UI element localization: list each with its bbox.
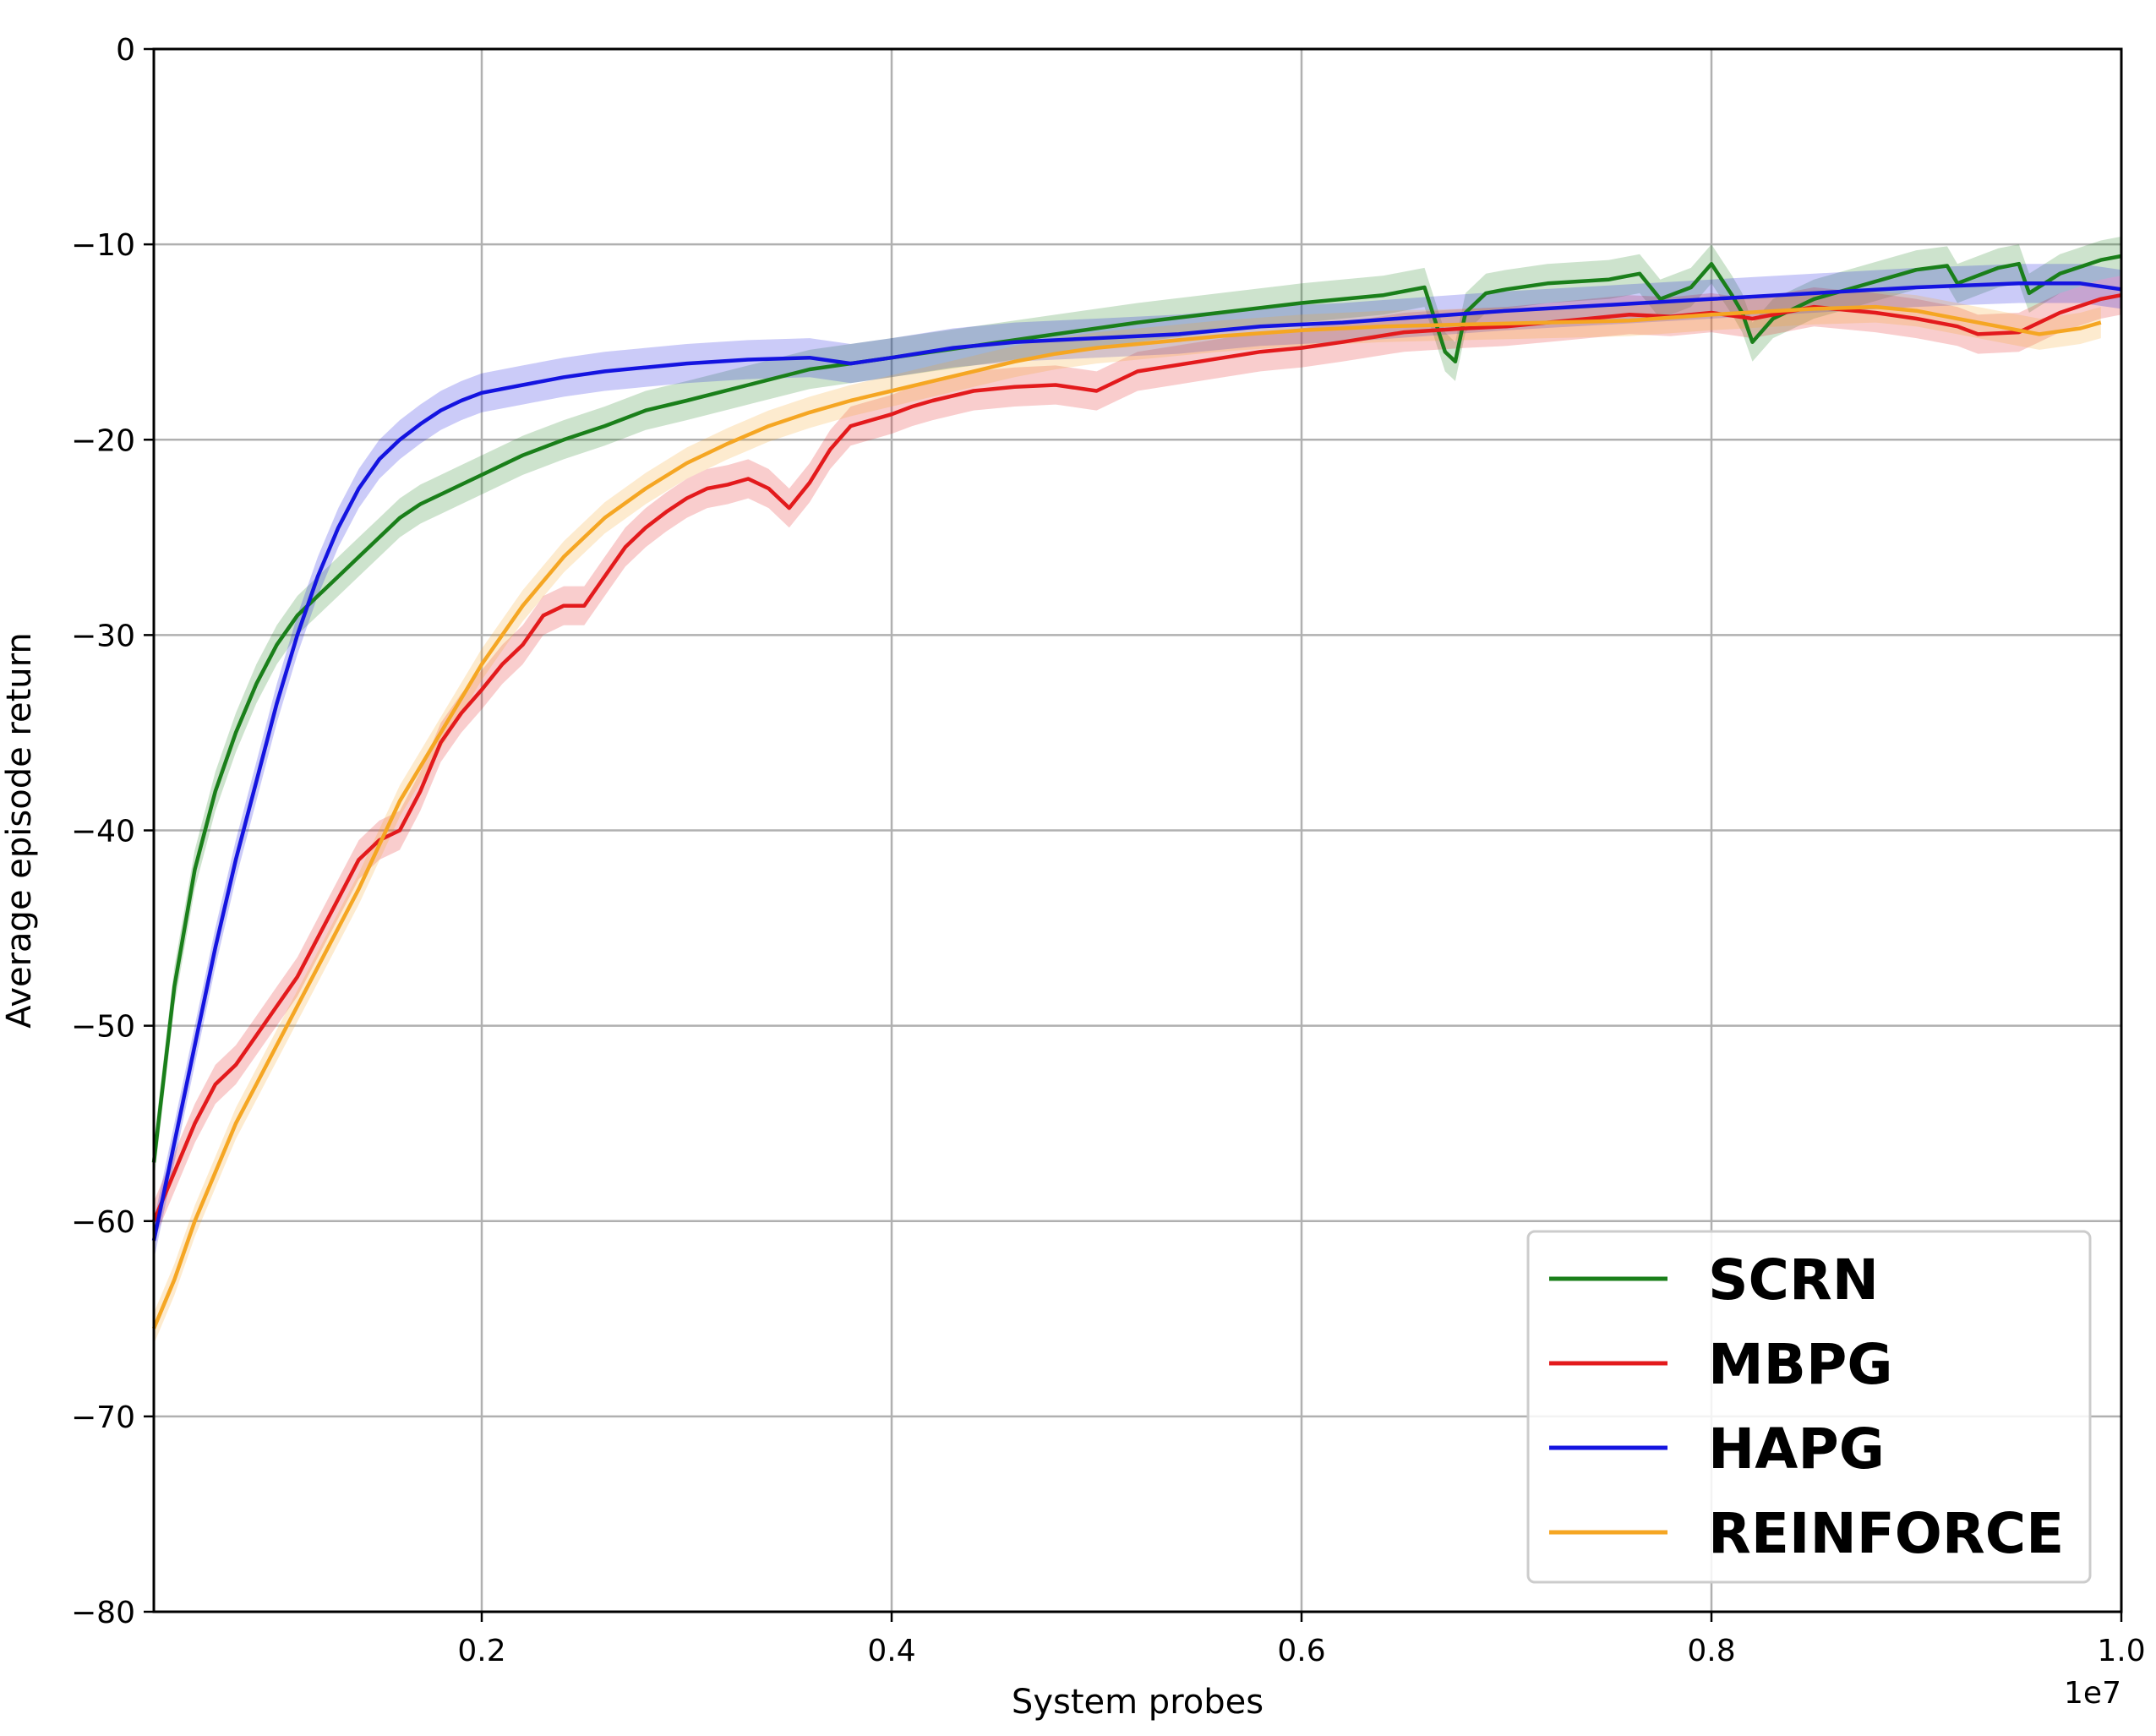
y-tick-label: −10: [71, 228, 135, 263]
x-tick-label: 1.0: [2097, 1634, 2145, 1668]
series-line-mbpg: [151, 292, 2122, 1222]
band-mbpg: [154, 276, 2121, 1241]
confidence-bands: [154, 236, 2121, 1345]
y-axis-label: Average episode return: [0, 632, 39, 1028]
y-tick-label: −30: [71, 619, 135, 653]
y-tick-label: −40: [71, 815, 135, 849]
series-line-reinforce: [151, 304, 2102, 1329]
y-tick-label: −70: [71, 1400, 135, 1435]
legend-box: [1526, 1230, 2092, 1584]
legend-label-reinforce: REINFORCE: [1708, 1501, 2064, 1566]
series-lines: [151, 254, 2122, 1329]
band-hapg: [154, 264, 2121, 1261]
series-line-hapg: [151, 281, 2122, 1242]
band-reinforce: [154, 291, 2101, 1345]
legend-label-mbpg: MBPG: [1708, 1332, 1893, 1397]
y-tick-label: 0: [116, 33, 135, 68]
legend-label-scrn: SCRN: [1708, 1247, 1879, 1313]
y-tick-label: −80: [71, 1596, 135, 1630]
x-tick-label: 0.8: [1687, 1634, 1735, 1668]
x-tick-label: 0.6: [1277, 1634, 1325, 1668]
y-tick-label: −20: [71, 423, 135, 458]
x-tick-label: 0.4: [867, 1634, 915, 1668]
x-tick-label: 0.2: [457, 1634, 505, 1668]
x-axis-label: System probes: [1012, 1683, 1264, 1722]
y-tick-label: −60: [71, 1205, 135, 1240]
x-offset-label: 1e7: [2064, 1676, 2121, 1711]
y-tick-label: −50: [71, 1010, 135, 1045]
legend-label-hapg: HAPG: [1708, 1417, 1885, 1482]
axis-ticks: 0.2 0.4 0.6 0.8 1.0 0 −10 −20 −30 −40 −50 −60 −70 −80: [71, 33, 2146, 1668]
legend: SCRN MBPG HAPG REINFORCE: [1526, 1230, 2092, 1584]
